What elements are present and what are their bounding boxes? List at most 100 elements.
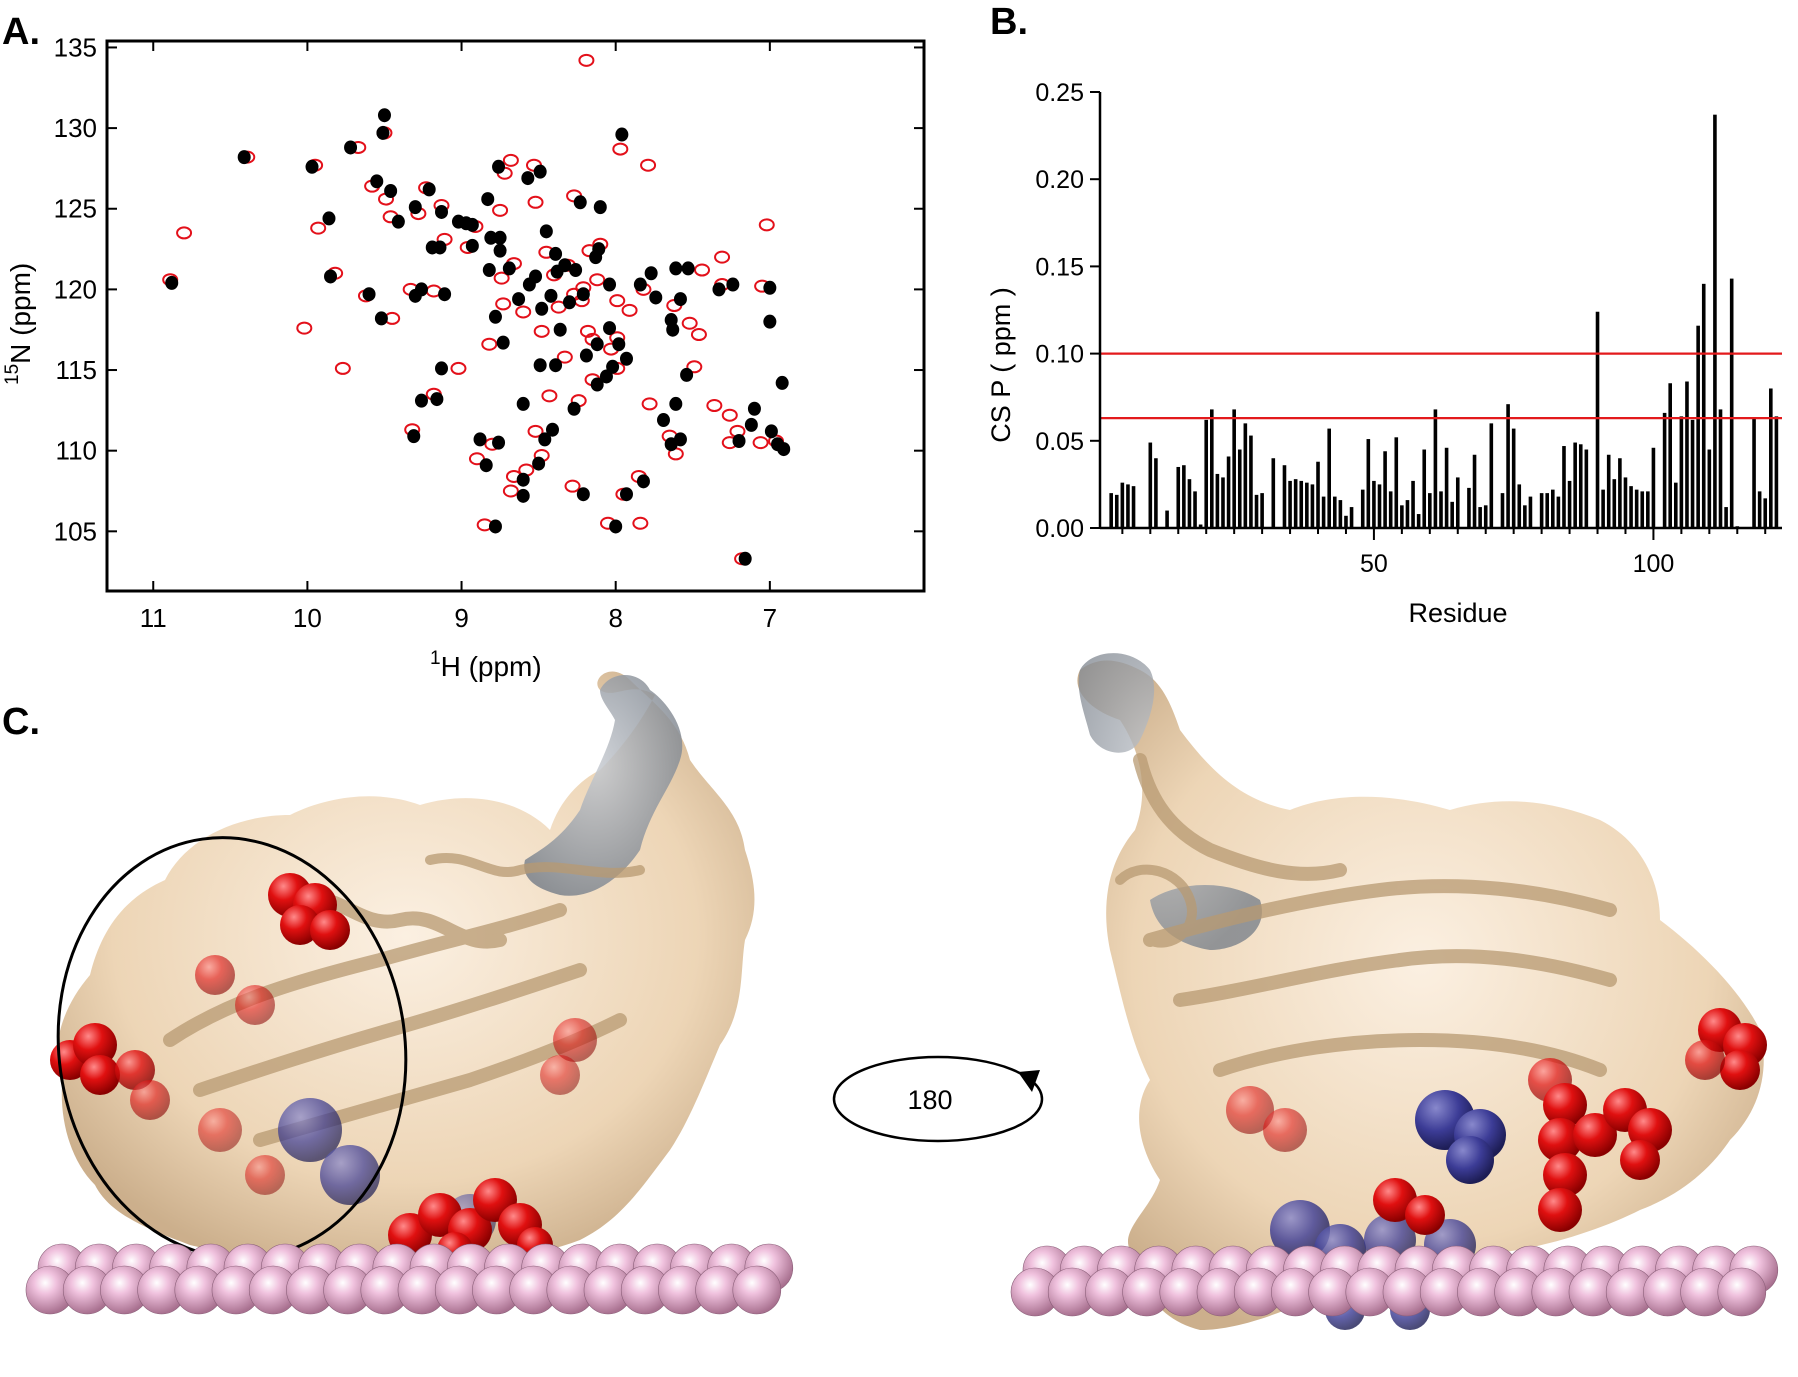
hsqc-peak-black: [664, 313, 678, 328]
csp-bar: [1360, 489, 1365, 528]
hsqc-peaks: [162, 53, 791, 566]
csp-bar: [1332, 496, 1337, 528]
hsqc-peak-black: [516, 488, 530, 503]
hsqc-peak-red: [296, 321, 313, 335]
rotation-arrow: [832, 1055, 1044, 1143]
csp-bar: [1131, 486, 1136, 528]
hsqc-peak-black: [549, 246, 563, 261]
hsqc-y-tick-label: 125: [54, 194, 97, 224]
csp-bar: [1187, 479, 1192, 528]
hsqc-x-axis-label: 1H (ppm): [430, 648, 542, 682]
hsqc-peak-black: [619, 487, 633, 502]
hsqc-peak-black: [590, 377, 604, 392]
hsqc-peak-black: [669, 261, 683, 276]
csp-bar: [1416, 514, 1421, 528]
hsqc-peak-black: [712, 282, 726, 297]
hsqc-peak-black: [603, 277, 617, 292]
csp-y-tick-label: 0.10: [1035, 341, 1084, 369]
csp-bar: [1679, 416, 1684, 528]
csp-threshold-lines: [1100, 352, 1782, 420]
hsqc-peak-red: [481, 337, 498, 351]
csp-bar: [1405, 500, 1410, 528]
hsqc-peak-black: [521, 171, 535, 186]
hsqc-peak-black: [502, 261, 516, 276]
csp-bar: [1551, 489, 1555, 528]
csp-bar: [1193, 491, 1197, 528]
csp-bar: [1176, 466, 1181, 528]
hsqc-peak-red: [621, 303, 638, 317]
csp-bar: [1450, 501, 1454, 528]
csp-bar: [1707, 449, 1712, 528]
hsqc-peak-black: [374, 311, 388, 326]
protein-structure-left: [25, 671, 794, 1315]
rotation-angle: 180: [907, 1085, 952, 1115]
csp-bar: [1439, 491, 1443, 528]
csp-bar: [1713, 114, 1717, 528]
hsqc-peak-red: [706, 399, 723, 413]
csp-bar: [1489, 423, 1494, 528]
csp-bar: [1388, 491, 1393, 528]
hsqc-peak-black: [516, 396, 530, 411]
hsqc-peak-red: [681, 316, 698, 330]
hsqc-x-tick-label: 11: [140, 603, 167, 633]
hsqc-peak-black: [593, 200, 607, 215]
csp-axes: 0.00 0.05 0.10 0.15 0.20 0.25 50 100: [1035, 79, 1782, 578]
hsqc-peak-red: [502, 153, 519, 167]
csp-bar: [1260, 493, 1264, 528]
hsqc-peak-black: [512, 292, 526, 307]
hsqc-peak-black: [615, 127, 629, 142]
hsqc-peak-red: [686, 360, 703, 374]
csp-bar: [1215, 473, 1220, 528]
hsqc-peak-black: [545, 422, 559, 437]
csp-bar: [1523, 505, 1527, 528]
rotation-indicator: 180: [832, 1055, 1044, 1143]
hsqc-peak-red: [694, 263, 711, 277]
csp-bar: [1271, 458, 1276, 528]
hsqc-peak-black: [569, 263, 583, 278]
csp-bar: [1612, 479, 1617, 528]
csp-bar: [1400, 505, 1404, 528]
hsqc-peak-red: [758, 218, 775, 232]
csp-bar: [1338, 500, 1343, 528]
hsqc-peak-red: [612, 142, 629, 156]
csp-bar: [1511, 428, 1516, 528]
csp-bar: [1299, 480, 1304, 528]
csp-bar: [1154, 458, 1158, 528]
csp-bar: [1455, 477, 1460, 528]
csp-x-axis-label: Residue: [1408, 598, 1507, 628]
hsqc-x-tick-label: 8: [608, 603, 622, 633]
hsqc-peak-black: [377, 108, 391, 123]
csp-bar: [1467, 487, 1471, 528]
hsqc-peak-black: [579, 348, 593, 363]
hsqc-peak-black: [603, 321, 617, 336]
hsqc-peak-black: [612, 337, 626, 352]
hsqc-peak-black: [576, 287, 590, 302]
hsqc-peak-red: [492, 203, 509, 217]
hsqc-peak-black: [492, 435, 506, 450]
hsqc-peak-red: [632, 516, 649, 530]
csp-bar: [1114, 494, 1119, 528]
hsqc-peak-black: [408, 200, 422, 215]
protein-surface-right: [1077, 660, 1764, 1330]
hsqc-axes: 11 10 9 8 7 105 110 115 120 125 130 135: [54, 32, 924, 633]
membrane-beads-left: [25, 1243, 794, 1315]
panel-label-c: C.: [2, 701, 40, 743]
gray-region-left: [524, 675, 683, 896]
hsqc-peak-black: [496, 335, 510, 350]
hsqc-peak-black: [484, 230, 498, 245]
hsqc-y-label-text: N (ppm): [5, 263, 36, 364]
csp-bar: [1383, 451, 1387, 528]
csp-bar: [1288, 480, 1292, 528]
hsqc-peak-red: [450, 361, 467, 375]
hsqc-peak-black: [567, 401, 581, 416]
csp-bars: [1109, 114, 1779, 528]
hsqc-peak-black: [488, 519, 502, 534]
csp-x-tick-label: 50: [1360, 550, 1388, 578]
hsqc-peak-black: [558, 258, 572, 273]
hsqc-y-tick-label: 115: [56, 355, 97, 385]
hsqc-peak-black: [532, 456, 546, 471]
hsqc-peak-black: [673, 432, 687, 447]
red-residues-right: [1226, 1008, 1767, 1235]
csp-bar: [1210, 409, 1214, 528]
